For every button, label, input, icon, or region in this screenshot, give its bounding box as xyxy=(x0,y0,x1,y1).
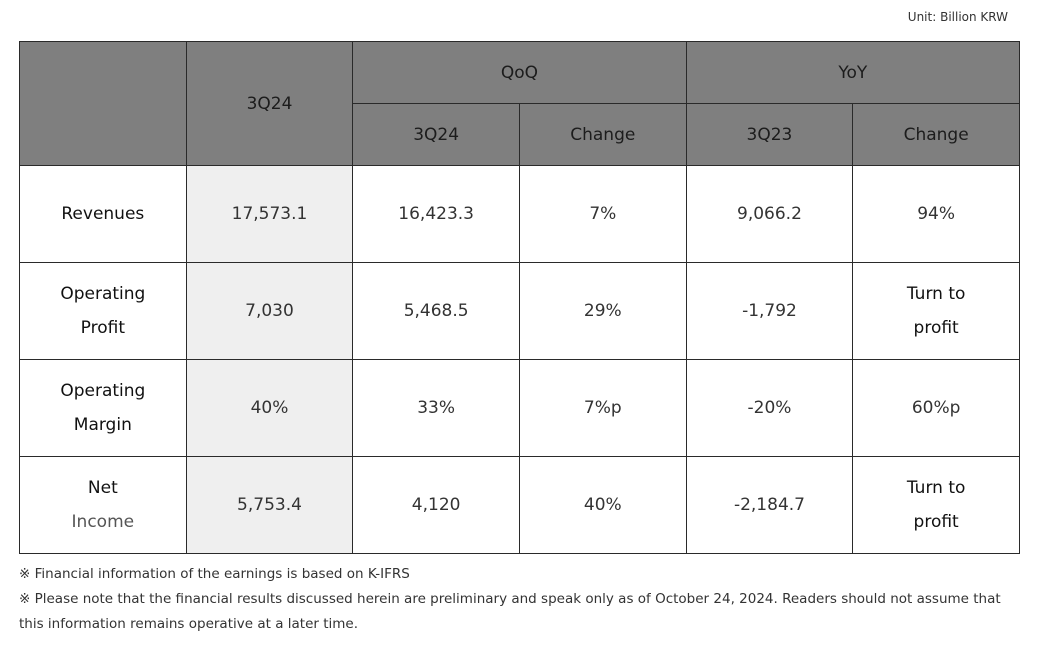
row-label-line1: Revenues xyxy=(61,204,145,224)
cell-qoq-prev: 16,423.3 xyxy=(352,165,520,263)
cell-yoy-change: 60%p xyxy=(852,359,1020,457)
footnote-2: ※ Please note that the financial results… xyxy=(19,591,1001,632)
row-label-line1: Net xyxy=(87,478,118,498)
cell-yoy-prev: -2,184.7 xyxy=(685,456,854,554)
row-label: Revenues xyxy=(19,165,187,263)
cell-current: 40% xyxy=(185,359,354,457)
row-label: Operating Margin xyxy=(19,359,187,457)
table-row-net-income: Net Income 5,753.4 4,120 40% -2,184.7 Tu… xyxy=(19,456,1020,554)
row-label: Net Income xyxy=(19,456,187,554)
row-label-line2: Profit xyxy=(80,318,125,338)
cell-yoy-change-line1: Turn to xyxy=(906,284,966,304)
cell-qoq-prev: 33% xyxy=(352,359,520,457)
cell-yoy-prev: -1,792 xyxy=(685,262,854,360)
unit-label: Unit: Billion KRW xyxy=(907,10,1008,24)
row-label-line1: Operating xyxy=(60,284,146,304)
row-label-line2: Margin xyxy=(73,415,132,435)
header-yoy-group: YoY xyxy=(685,41,1020,104)
cell-yoy-change: Turn to profit xyxy=(852,262,1020,360)
header-row-2: 3Q24 Change 3Q23 Change xyxy=(20,103,1020,166)
cell-qoq-change: 7%p xyxy=(518,359,687,457)
header-empty-cell xyxy=(19,41,187,166)
footnote-1: ※ Financial information of the earnings … xyxy=(19,566,410,582)
cell-qoq-prev: 5,468.5 xyxy=(352,262,520,360)
cell-current: 7,030 xyxy=(185,262,354,360)
header-row-1: 3Q24 QoQ YoY xyxy=(19,41,1020,166)
footnotes: ※ Financial information of the earnings … xyxy=(19,562,1019,637)
cell-current: 5,753.4 xyxy=(185,456,354,554)
cell-current: 17,573.1 xyxy=(185,165,354,263)
row-label-line1: Operating xyxy=(60,381,146,401)
row-label: Operating Profit xyxy=(19,262,187,360)
cell-yoy-change: Turn to profit xyxy=(852,456,1020,554)
header-qoq-change: Change xyxy=(518,103,687,166)
cell-yoy-change-line1: Turn to xyxy=(906,478,966,498)
header-qoq-group: QoQ xyxy=(352,41,687,104)
header-yoy-change: Change xyxy=(852,103,1020,166)
cell-yoy-prev: -20% xyxy=(685,359,854,457)
cell-qoq-prev: 4,120 xyxy=(352,456,520,554)
header-current-quarter: 3Q24 xyxy=(185,41,354,166)
cell-yoy-change-line2: profit xyxy=(913,512,959,532)
table-row-operating-margin: Operating Margin 40% 33% 7%p -20% 60%p xyxy=(19,359,1020,457)
row-label-line2: Income xyxy=(71,512,135,532)
header-qoq-prev: 3Q24 xyxy=(352,103,520,166)
cell-qoq-change: 29% xyxy=(518,262,687,360)
table-row-revenues: Revenues 17,573.1 16,423.3 7% 9,066.2 94… xyxy=(19,165,1020,263)
cell-qoq-change: 40% xyxy=(518,456,687,554)
cell-yoy-change: 94% xyxy=(852,165,1020,263)
earnings-table: 3Q24 QoQ YoY 3Q24 Change 3Q23 Change Rev… xyxy=(19,41,1020,554)
cell-yoy-prev: 9,066.2 xyxy=(685,165,854,263)
header-yoy-prev: 3Q23 xyxy=(685,103,854,166)
cell-qoq-change: 7% xyxy=(518,165,687,263)
cell-yoy-change-line2: profit xyxy=(913,318,959,338)
table-row-operating-profit: Operating Profit 7,030 5,468.5 29% -1,79… xyxy=(19,262,1020,360)
